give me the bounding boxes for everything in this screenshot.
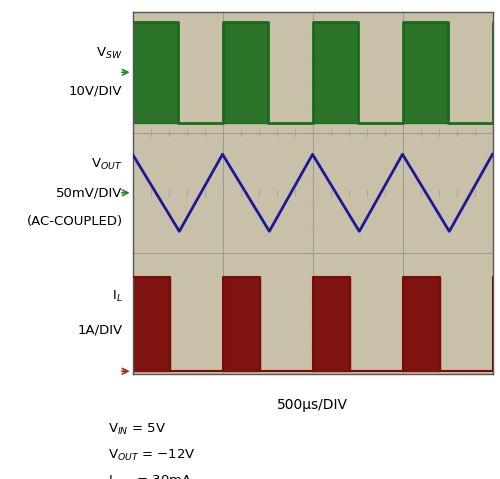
Text: I$_{OUT}$ = 30mA: I$_{OUT}$ = 30mA: [108, 474, 192, 479]
Text: 500μs/DIV: 500μs/DIV: [277, 398, 348, 411]
Text: V$_{SW}$: V$_{SW}$: [96, 46, 122, 61]
Text: V$_{OUT}$: V$_{OUT}$: [91, 157, 122, 171]
Text: 1A/DIV: 1A/DIV: [78, 324, 122, 337]
Text: V$_{IN}$ = 5V: V$_{IN}$ = 5V: [108, 422, 166, 437]
Text: (AC-COUPLED): (AC-COUPLED): [26, 215, 122, 228]
Text: I$_L$: I$_L$: [112, 289, 122, 304]
Text: 10V/DIV: 10V/DIV: [69, 85, 122, 98]
Text: V$_{OUT}$ = −12V: V$_{OUT}$ = −12V: [108, 448, 195, 463]
Text: 50mV/DIV: 50mV/DIV: [56, 186, 122, 199]
